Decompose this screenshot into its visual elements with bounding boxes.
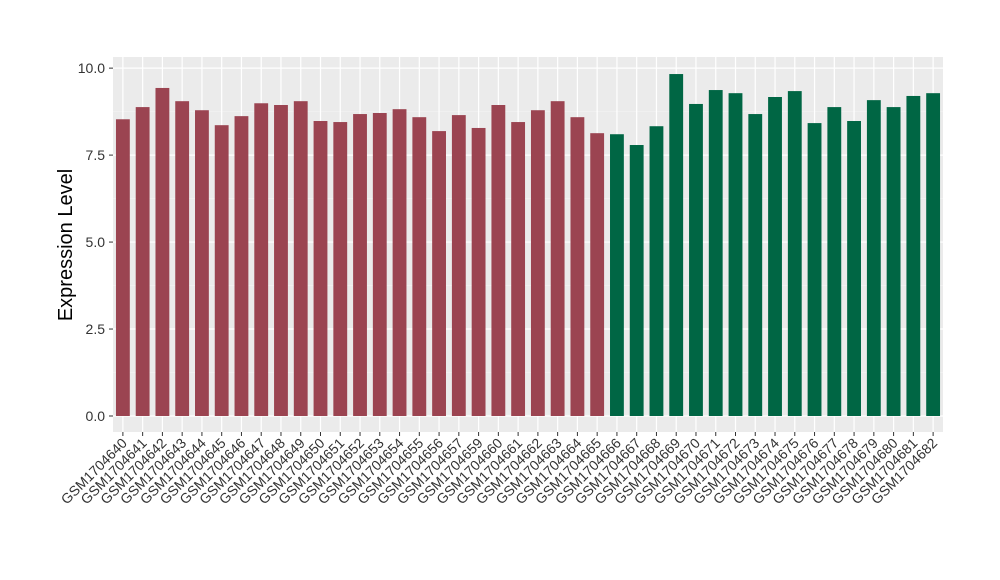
bar: [590, 133, 605, 416]
bar: [649, 126, 664, 416]
y-axis-label: Expression Level: [55, 169, 77, 321]
y-tick-label: 7.5: [86, 147, 106, 163]
y-tick-label: 5.0: [86, 234, 106, 250]
bar: [866, 100, 881, 416]
bar: [155, 87, 170, 416]
bar: [115, 119, 130, 416]
bar: [807, 123, 822, 416]
bar: [234, 116, 249, 416]
bar: [669, 74, 684, 416]
bar: [274, 105, 288, 416]
bar: [550, 101, 565, 416]
bar: [353, 114, 367, 416]
bar: [728, 93, 743, 416]
bar: [214, 125, 229, 416]
bar: [372, 113, 387, 416]
bar: [708, 90, 723, 416]
bar: [313, 121, 328, 416]
bar: [629, 145, 644, 416]
bar: [451, 115, 466, 416]
bar: [847, 121, 861, 416]
bar: [787, 91, 802, 416]
y-tick-label: 0.0: [86, 408, 106, 424]
bar: [254, 103, 269, 416]
bar: [748, 114, 763, 416]
plot-panel: [113, 57, 943, 432]
bar: [906, 95, 921, 416]
bar: [926, 93, 941, 416]
bar: [293, 101, 308, 416]
bar: [511, 122, 526, 416]
y-tick-label: 2.5: [86, 321, 106, 337]
bar: [827, 107, 842, 416]
y-tick-label: 10.0: [78, 60, 105, 76]
bar: [491, 105, 506, 416]
bar: [135, 107, 150, 416]
bar: [432, 131, 446, 416]
bar: [886, 107, 901, 416]
bar: [471, 127, 486, 416]
bar: [570, 117, 585, 416]
bar: [175, 101, 190, 416]
bar: [412, 117, 427, 416]
bar: [333, 122, 348, 416]
bar: [768, 97, 782, 416]
bar: [610, 134, 624, 416]
bar: [530, 110, 545, 416]
bar: [195, 110, 209, 416]
bar: [392, 109, 407, 416]
bar: [689, 103, 703, 416]
